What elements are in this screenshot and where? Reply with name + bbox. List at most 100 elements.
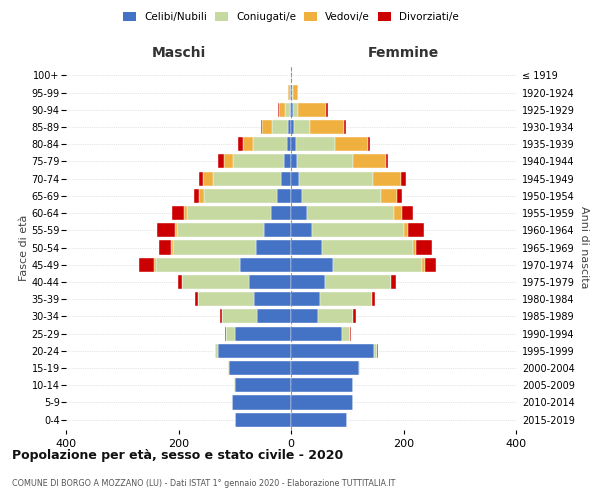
Bar [241,258,291,272]
Bar [318,310,353,324]
Bar [372,292,375,306]
Bar [291,326,341,340]
Bar [233,154,284,168]
Bar [391,275,395,289]
Bar [284,154,291,168]
Bar [271,206,291,220]
Bar [322,240,413,254]
Bar [291,154,296,168]
Text: Popolazione per età, sesso e stato civile - 2020: Popolazione per età, sesso e stato civil… [12,450,343,462]
Text: COMUNE DI BORGO A MOZZANO (LU) - Dati ISTAT 1° gennaio 2020 - Elaborazione TUTTI: COMUNE DI BORGO A MOZZANO (LU) - Dati IS… [12,478,395,488]
Bar [157,223,175,238]
Bar [278,102,286,117]
Bar [335,137,367,152]
Bar [229,361,291,375]
Bar [218,154,224,168]
Text: Maschi: Maschi [151,46,206,60]
Bar [313,223,404,238]
Bar [296,154,353,168]
Bar [302,189,381,203]
Bar [397,189,403,203]
Bar [262,120,272,134]
Bar [281,172,291,185]
Bar [264,223,291,238]
Bar [199,189,204,203]
Bar [215,344,218,358]
Bar [261,120,262,134]
Bar [224,154,233,168]
Bar [182,275,249,289]
Bar [413,240,416,254]
Bar [291,275,325,289]
Bar [139,258,154,272]
Bar [291,206,307,220]
Legend: Celibi/Nubili, Coniugati/e, Vedovi/e, Divorziati/e: Celibi/Nubili, Coniugati/e, Vedovi/e, Di… [123,12,459,22]
Bar [404,223,408,238]
Bar [154,258,156,272]
Bar [291,189,302,203]
Bar [344,120,346,134]
Bar [173,240,256,254]
Bar [291,240,322,254]
Bar [175,223,177,238]
Bar [296,137,335,152]
Bar [291,292,320,306]
Bar [293,102,298,117]
Bar [156,258,241,272]
Bar [287,137,291,152]
Bar [256,240,291,254]
Bar [249,275,291,289]
Bar [298,102,326,117]
Bar [203,172,214,185]
Bar [349,326,350,340]
Bar [253,137,287,152]
Bar [291,378,353,392]
Bar [226,326,235,340]
Bar [223,310,257,324]
Bar [291,102,293,117]
Bar [272,120,288,134]
Bar [225,326,226,340]
Bar [386,154,388,168]
Bar [171,240,173,254]
Bar [196,292,198,306]
Bar [288,86,290,100]
Bar [326,102,328,117]
Bar [291,412,347,426]
Bar [320,292,372,306]
Bar [373,172,401,185]
Bar [198,292,254,306]
Bar [291,361,359,375]
Bar [394,206,403,220]
Bar [235,412,291,426]
Bar [291,258,333,272]
Bar [293,86,298,100]
Bar [291,172,299,185]
Bar [408,223,424,238]
Y-axis label: Fasce di età: Fasce di età [19,214,29,280]
Bar [425,258,436,272]
Bar [204,189,277,203]
Bar [235,378,291,392]
Bar [291,120,294,134]
Bar [367,137,370,152]
Bar [194,189,199,203]
Bar [353,310,356,324]
Bar [238,137,242,152]
Bar [277,189,291,203]
Bar [325,275,391,289]
Bar [218,344,291,358]
Bar [178,275,182,289]
Bar [228,361,229,375]
Bar [199,172,203,185]
Bar [187,206,271,220]
Bar [277,102,278,117]
Bar [422,258,425,272]
Bar [307,206,394,220]
Bar [290,102,291,117]
Bar [291,344,374,358]
Bar [235,326,291,340]
Bar [214,172,281,185]
Y-axis label: Anni di nascita: Anni di nascita [579,206,589,289]
Bar [403,206,413,220]
